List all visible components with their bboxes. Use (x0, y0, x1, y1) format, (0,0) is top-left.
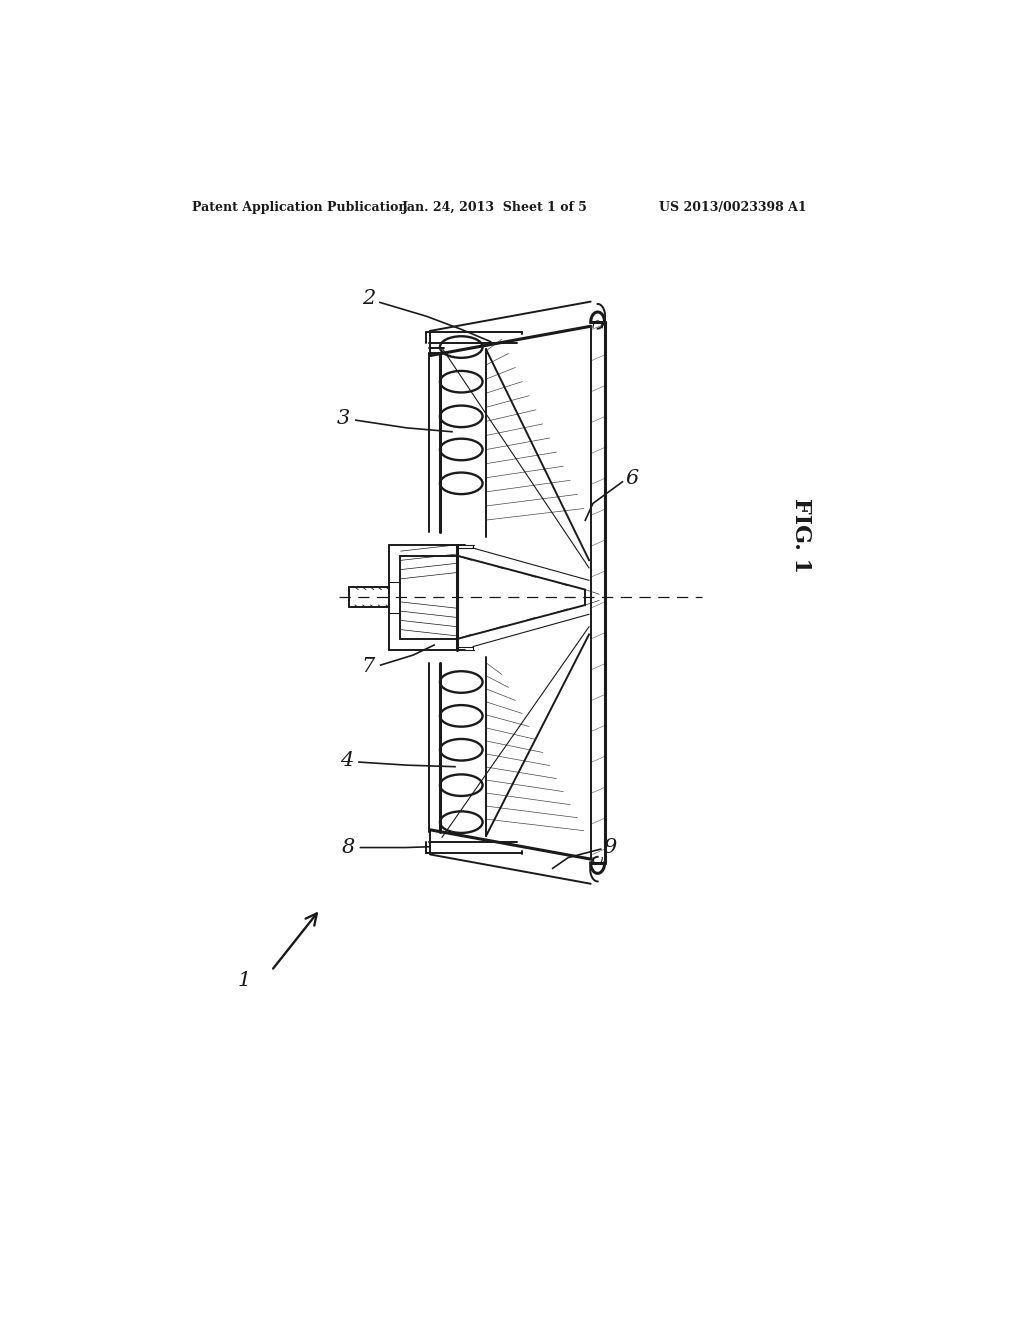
Text: 1: 1 (238, 972, 251, 990)
Text: Jan. 24, 2013  Sheet 1 of 5: Jan. 24, 2013 Sheet 1 of 5 (401, 201, 588, 214)
Text: 3: 3 (337, 409, 350, 428)
Text: 4: 4 (340, 751, 353, 770)
Text: FIG. 1: FIG. 1 (790, 498, 812, 573)
Text: 9: 9 (603, 838, 616, 857)
Text: 8: 8 (341, 838, 354, 857)
Text: 6: 6 (625, 469, 638, 488)
Text: 2: 2 (361, 289, 375, 308)
Text: 7: 7 (361, 657, 375, 676)
Text: US 2013/0023398 A1: US 2013/0023398 A1 (658, 201, 807, 214)
Text: Patent Application Publication: Patent Application Publication (191, 201, 408, 214)
